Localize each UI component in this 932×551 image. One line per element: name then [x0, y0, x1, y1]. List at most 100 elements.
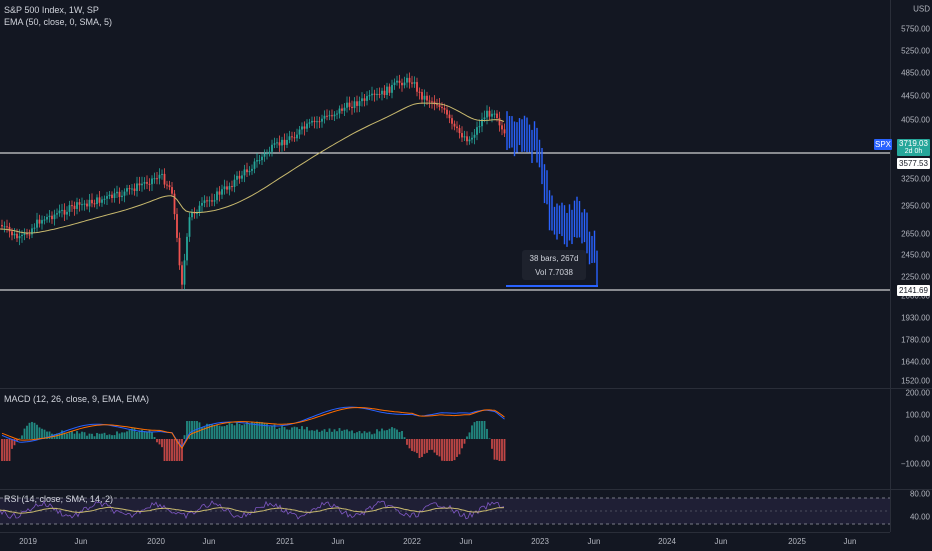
macd-bar — [203, 427, 206, 439]
candle-body — [306, 123, 308, 129]
lower-line-badge[interactable]: 2141.69 — [897, 285, 930, 296]
price-chart[interactable] — [0, 0, 890, 388]
macd-bar — [18, 438, 21, 439]
macd-bar — [41, 428, 43, 439]
macd-bar — [346, 429, 348, 439]
signal-line — [1, 406, 505, 449]
candle-body — [446, 109, 448, 115]
macd-bar — [501, 439, 503, 461]
candle-body — [376, 93, 378, 95]
macd-bar — [356, 432, 358, 439]
macd-legend[interactable]: MACD (12, 26, close, 9, EMA, EMA) — [4, 394, 150, 404]
candle-body — [496, 113, 498, 118]
macd-bar — [133, 428, 136, 439]
candle-body — [398, 80, 401, 83]
candle-body — [238, 175, 241, 179]
upper-line-badge[interactable]: 3577.53 — [897, 158, 930, 169]
macd-bar — [43, 429, 46, 439]
candle-body — [311, 120, 313, 123]
pane-separator-1[interactable] — [0, 388, 932, 389]
macd-chart[interactable] — [0, 389, 890, 489]
candle-body — [68, 205, 71, 212]
macd-bar — [426, 439, 428, 453]
candle-body — [501, 125, 503, 130]
macd-bar — [483, 421, 486, 439]
candle-body — [56, 213, 58, 215]
candle-body — [138, 183, 141, 186]
macd-bar — [33, 422, 36, 439]
candle-body — [381, 90, 383, 95]
time-axis[interactable]: 2019 Jun 2020 Jun 2021 Jun 2022 Jun 2023… — [0, 532, 890, 551]
pane-separator-2[interactable] — [0, 489, 932, 490]
candle-body — [211, 200, 213, 202]
macd-bar — [303, 429, 306, 439]
rsi-pane[interactable]: RSI (14, close, SMA, 14, 2) — [0, 490, 890, 532]
candle-body — [321, 118, 323, 122]
candle-body — [368, 95, 371, 97]
macd-bar — [186, 421, 188, 439]
macd-bar — [56, 433, 58, 439]
candle-body — [318, 121, 321, 123]
candle-body — [473, 134, 476, 138]
price-tick: 5750.00 — [901, 24, 930, 34]
macd-bar — [423, 439, 426, 454]
candle-body — [316, 121, 318, 123]
time-label: 2025 — [788, 537, 806, 546]
macd-bar — [206, 423, 208, 439]
candle-body — [58, 210, 61, 214]
candle-body — [271, 144, 273, 152]
rsi-legend[interactable]: RSI (14, close, SMA, 14, 2) — [4, 494, 114, 504]
macd-bar — [208, 424, 211, 439]
macd-bar — [323, 429, 326, 439]
macd-bar — [373, 433, 376, 439]
symbol-title[interactable]: S&P 500 Index, 1W, SP — [4, 5, 99, 15]
candle-body — [46, 216, 48, 220]
candle-body — [88, 199, 91, 207]
macd-bar — [91, 433, 93, 439]
macd-bar — [26, 425, 28, 439]
candle-body — [296, 134, 298, 139]
macd-bar — [223, 426, 226, 439]
price-tick: 4050.00 — [901, 115, 930, 125]
rsi-chart[interactable] — [0, 490, 890, 532]
macd-bar — [188, 421, 191, 439]
candle-body — [38, 219, 41, 224]
macd-bar — [103, 432, 106, 439]
candle-body — [461, 133, 463, 138]
candle-body — [11, 231, 13, 236]
candle-body — [303, 126, 306, 129]
candle-body — [8, 226, 11, 232]
candle-body — [323, 115, 326, 119]
candle-body — [48, 215, 51, 217]
price-pane[interactable]: S&P 500 Index, 1W, SP EMA (50, close, 0,… — [0, 0, 890, 388]
macd-bar — [251, 421, 253, 439]
macd-bar — [236, 422, 238, 439]
candle-body — [363, 98, 366, 101]
candle-body — [243, 169, 246, 176]
candle-body — [73, 205, 76, 209]
candles-group — [1, 72, 506, 290]
macd-pane[interactable]: MACD (12, 26, close, 9, EMA, EMA) — [0, 389, 890, 489]
candle-body — [366, 96, 368, 101]
candle-body — [141, 183, 143, 186]
macd-bar — [233, 425, 236, 439]
macd-bar — [496, 439, 498, 460]
candle-body — [413, 82, 416, 84]
macd-bar — [366, 432, 368, 439]
macd-bar — [73, 433, 76, 439]
macd-bar — [296, 427, 298, 439]
candle-body — [371, 93, 373, 96]
macd-bar — [398, 432, 401, 439]
ema-legend[interactable]: EMA (50, close, 0, SMA, 5) — [4, 17, 113, 27]
candle-body — [86, 203, 88, 207]
candle-body — [126, 188, 128, 192]
candle-body — [41, 220, 43, 224]
macd-bar — [36, 424, 38, 439]
price-axis[interactable]: USD 5750.00 5250.00 4850.00 4450.00 4050… — [890, 0, 932, 532]
projection-bars-group — [506, 111, 598, 288]
candle-body — [453, 123, 456, 127]
macd-bar — [123, 432, 126, 439]
candle-body — [91, 199, 93, 204]
macd-bar — [348, 431, 351, 439]
time-label: 2021 — [276, 537, 294, 546]
